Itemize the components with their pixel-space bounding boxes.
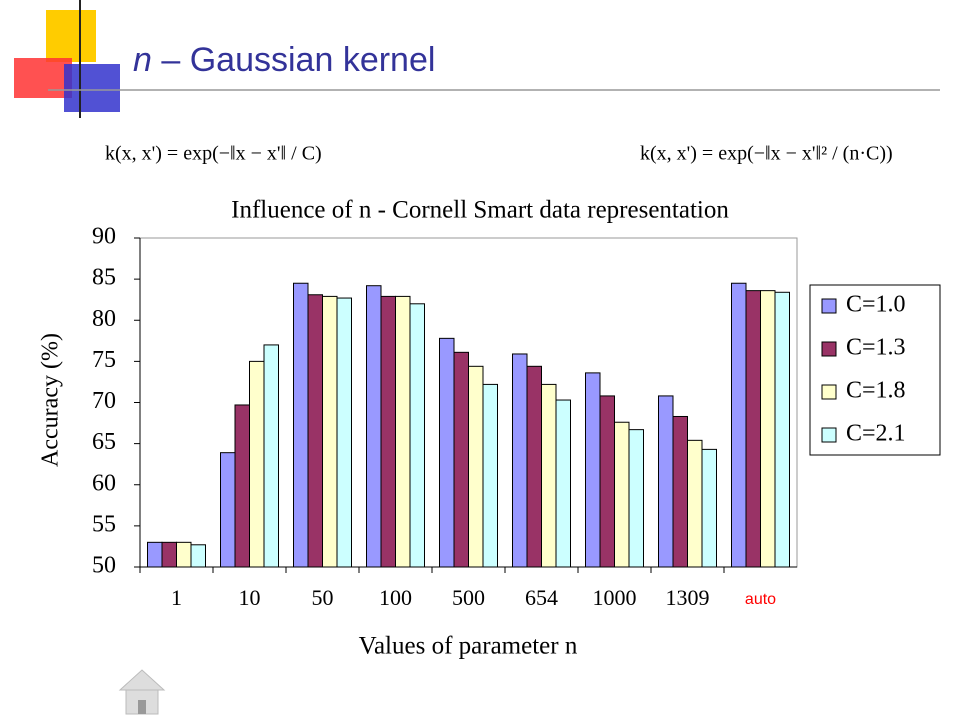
x-tick-label: 10 xyxy=(239,585,261,610)
bar xyxy=(322,295,338,568)
x-tick-label: 1309 xyxy=(666,585,710,610)
legend-swatch xyxy=(821,298,837,314)
legend-swatch xyxy=(821,384,837,400)
bar xyxy=(190,544,206,568)
home-icon xyxy=(118,669,166,715)
bar xyxy=(745,290,761,568)
bar xyxy=(701,448,717,568)
y-tick-label: 50 xyxy=(92,553,116,579)
bar xyxy=(658,395,674,568)
bar xyxy=(687,439,703,568)
bar xyxy=(293,282,309,568)
bar xyxy=(453,351,469,568)
decor-red xyxy=(14,58,72,98)
bar xyxy=(512,353,528,568)
y-tick-label: 80 xyxy=(92,306,116,332)
bar xyxy=(774,291,790,568)
y-axis-label: Accuracy (%) xyxy=(38,333,64,467)
x-tick-label: 500 xyxy=(452,585,485,610)
x-tick-label: 100 xyxy=(379,585,412,610)
bar xyxy=(395,295,411,568)
bar xyxy=(482,383,498,568)
decor-yellow xyxy=(46,10,96,62)
y-tick-label: 60 xyxy=(92,470,116,496)
bar xyxy=(628,429,644,568)
bar xyxy=(234,404,250,568)
bar xyxy=(409,303,425,568)
x-tick-label: 654 xyxy=(525,585,558,610)
formula: k(x, x') = exp(−‖x − x'‖² / (n·C)) xyxy=(640,143,893,165)
bar xyxy=(161,541,177,568)
chart-title: Influence of n - Cornell Smart data repr… xyxy=(231,197,729,224)
formula: k(x, x') = exp(−‖x − x'‖ / C) xyxy=(105,143,322,165)
bar xyxy=(731,282,747,568)
bar xyxy=(147,541,163,568)
bar xyxy=(176,541,192,568)
bar xyxy=(468,365,484,568)
bar xyxy=(526,365,542,568)
bar xyxy=(249,360,265,568)
bar xyxy=(599,395,615,568)
y-tick-label: 55 xyxy=(92,511,116,537)
title-rest: – Gaussian kernel xyxy=(161,41,435,79)
bar xyxy=(307,294,323,568)
y-tick-label: 85 xyxy=(92,265,116,291)
legend-swatch xyxy=(821,341,837,357)
bar xyxy=(220,452,236,568)
y-tick-label: 90 xyxy=(92,224,116,250)
bar xyxy=(672,415,688,568)
y-tick-label: 75 xyxy=(92,347,116,373)
bar xyxy=(366,285,382,568)
slide-title: n – Gaussian kernel xyxy=(133,41,435,79)
y-tick-label: 70 xyxy=(92,388,116,414)
bar xyxy=(439,337,455,568)
x-tick-label: 1000 xyxy=(593,585,637,610)
x-tick-label: auto xyxy=(745,591,776,608)
legend-swatch xyxy=(821,427,837,443)
bar xyxy=(585,372,601,568)
bar xyxy=(541,383,557,568)
bar xyxy=(614,421,630,568)
legend-label: C=1.0 xyxy=(846,292,906,318)
bar xyxy=(380,295,396,568)
bar xyxy=(263,344,279,568)
x-tick-label: 50 xyxy=(312,585,334,610)
bar xyxy=(336,297,352,568)
decor-blue xyxy=(64,64,120,112)
title-var: n xyxy=(133,41,152,79)
legend-label: C=2.1 xyxy=(846,421,906,447)
bar xyxy=(760,290,776,568)
x-axis-label: Values of parameter n xyxy=(359,633,578,660)
x-tick-label: 1 xyxy=(171,585,182,610)
bar xyxy=(555,399,571,568)
legend-label: C=1.3 xyxy=(846,335,906,361)
y-tick-label: 65 xyxy=(92,429,116,455)
legend-label: C=1.8 xyxy=(846,378,906,404)
